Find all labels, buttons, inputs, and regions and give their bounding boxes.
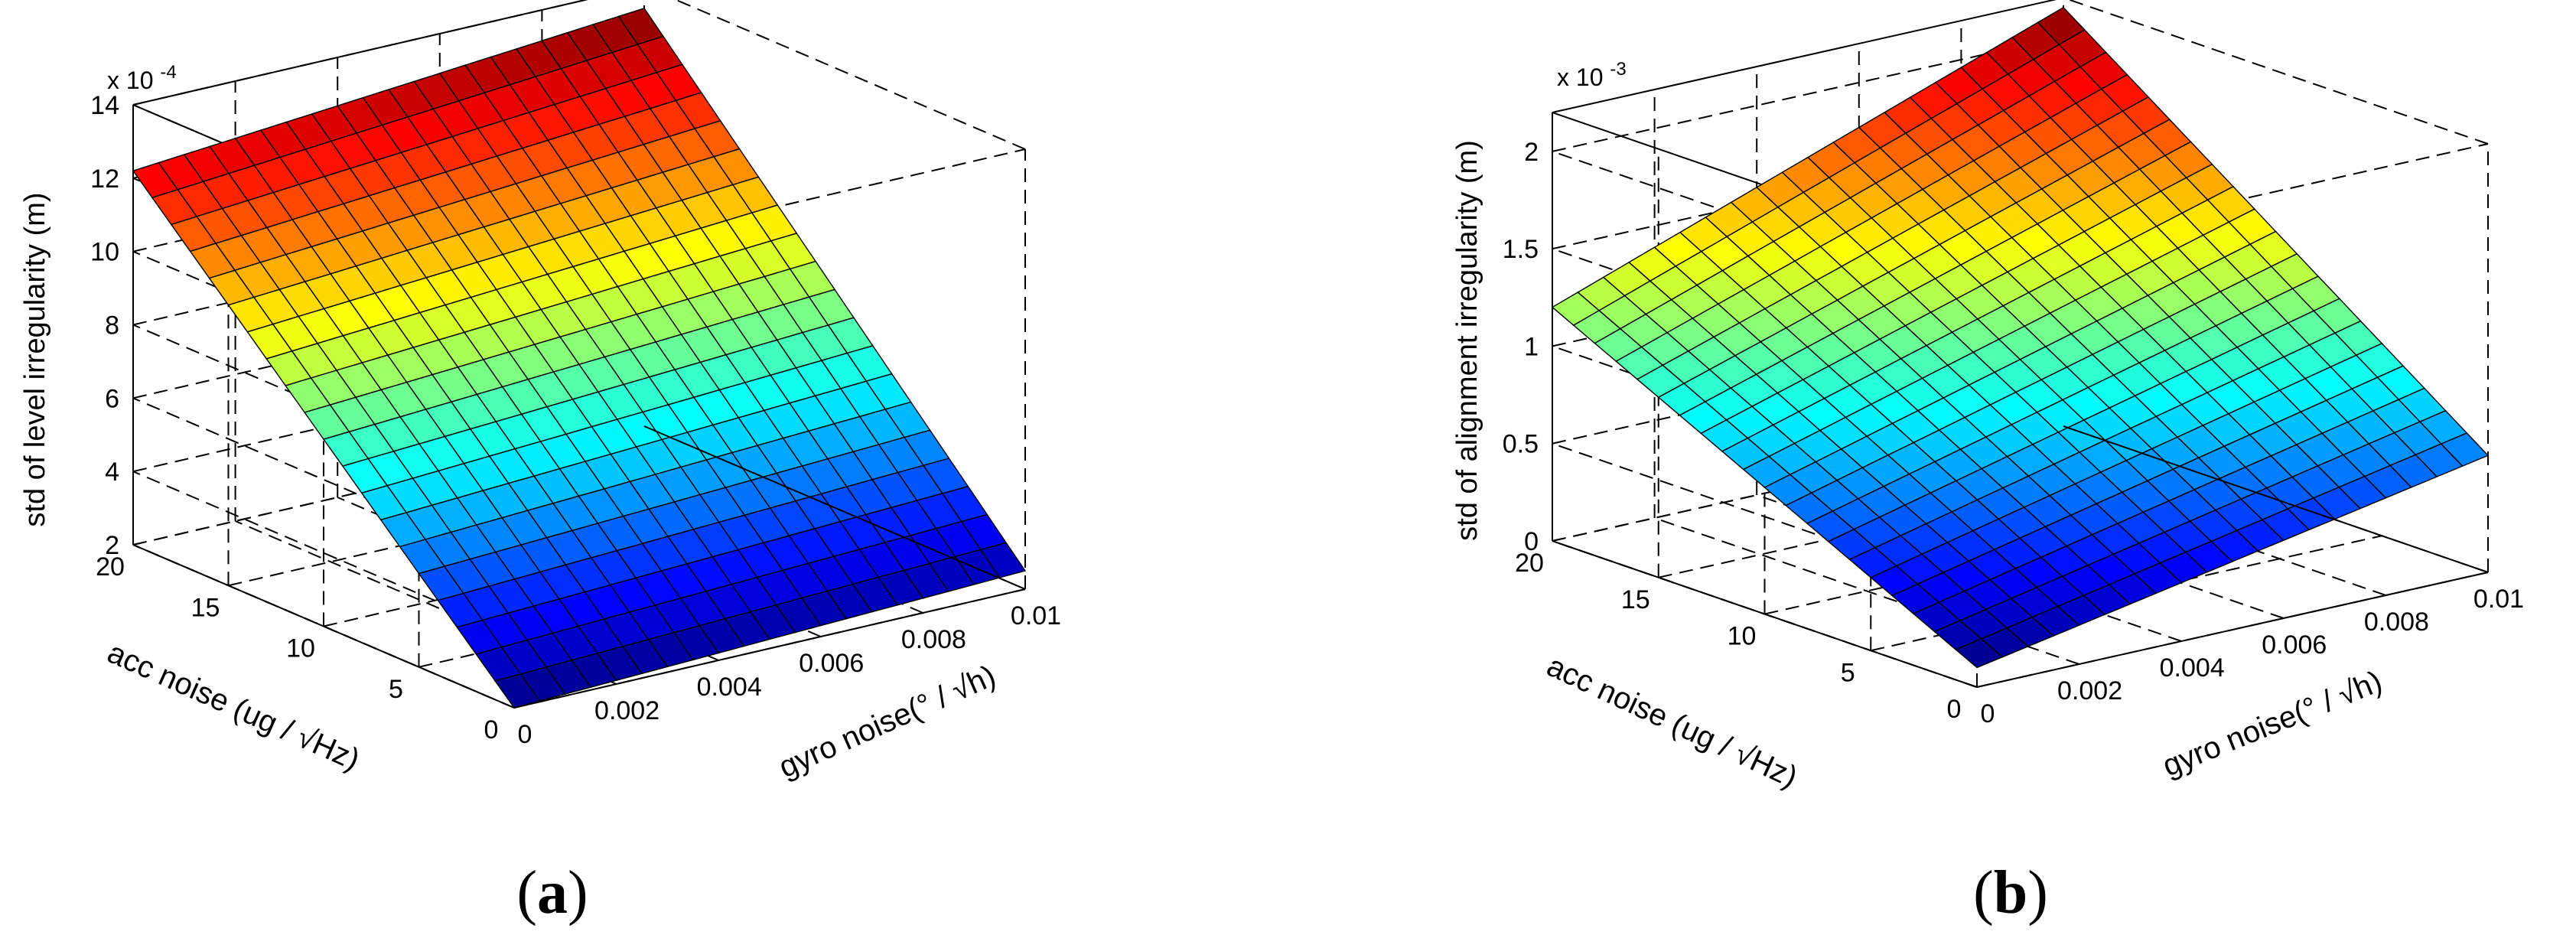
x-tick-label: 0	[1981, 699, 1995, 728]
exponent-a: x 10 -4	[107, 62, 177, 94]
box-edge	[1552, 0, 2057, 113]
z-tick-label: 10	[90, 238, 119, 267]
y-axis-line	[1552, 540, 1978, 688]
x-tick-label: 0.008	[2364, 608, 2429, 637]
box-edge	[2063, 425, 2489, 573]
box-edge	[674, 0, 1026, 150]
y-tick-label: 15	[1621, 585, 1650, 614]
z-tick-label: 8	[105, 311, 119, 340]
y-tick-label: 10	[286, 634, 315, 663]
chart-panel-b: 00.0020.0040.0060.0080.010510152000.511.…	[1451, 0, 2524, 927]
surface-patch	[979, 542, 1027, 578]
axes-front-a	[132, 425, 1026, 709]
x-axis-line	[513, 588, 1026, 709]
z-tick-label: 6	[105, 384, 119, 413]
y-axis-line	[132, 544, 515, 709]
y-tick-label: 10	[1728, 622, 1757, 651]
y-tick-label: 0	[484, 715, 499, 744]
zlabel-a: std of level irregularity (m)	[19, 192, 51, 526]
box-edge	[643, 425, 1026, 590]
z-tick-label: 2	[1524, 138, 1539, 167]
x-tick-label: 0.01	[2473, 585, 2524, 614]
x-tick-label: 0.006	[799, 649, 864, 678]
panel-label-b: (b)	[1973, 859, 2048, 927]
ylabel-a: acc noise (ug / √Hz)	[103, 636, 365, 777]
x-tick-label: 0.004	[2160, 653, 2225, 683]
z-tick-label: 0.5	[1503, 430, 1539, 459]
z-tick-label: 12	[90, 165, 119, 194]
y-tick-label: 5	[389, 675, 403, 704]
x-tick-label: 0.01	[1011, 601, 1061, 630]
y-tick-label: 5	[1841, 658, 1855, 687]
y-tick-label: 20	[1515, 549, 1544, 578]
x-tick-label: 0	[518, 720, 532, 749]
x-tick-label: 0.006	[2262, 630, 2327, 660]
z-tick-label: 2	[105, 531, 119, 560]
x-tick-label: 0.002	[2057, 676, 2122, 705]
tick-labels-a: 0 0.002 0.004 0.006 0.008 0.01 0 5 10 15 202 4 6 8 10 1…	[90, 91, 1061, 749]
x-tick-label: 0.002	[594, 696, 659, 725]
surface-patch	[2440, 432, 2490, 467]
x-axis-line	[1976, 572, 2489, 688]
z-tick-label: 14	[90, 91, 119, 120]
z-tick-label: 1	[1524, 332, 1539, 361]
ylabel-b: acc noise (ug / √Hz)	[1542, 649, 1803, 794]
z-tick-label: 1.5	[1503, 235, 1539, 264]
tick-labels-b: 00.0020.0040.0060.0080.010510152000.511.…	[1503, 138, 2524, 728]
z-tick-label: 0	[1524, 527, 1539, 556]
grid-line	[132, 0, 588, 106]
grid-line	[1552, 35, 2064, 152]
zlabel-b: std of alignment irregularity (m)	[1451, 140, 1483, 541]
z-tick-label: 4	[105, 458, 119, 487]
y-tick-label: 20	[96, 552, 125, 582]
axes-front-b	[1552, 425, 2489, 688]
y-tick-label: 15	[191, 593, 220, 622]
chart-panel-a: 0 0.002 0.004 0.006 0.008 0.01 0 5 10 15 202 4 6 8 10 1…	[19, 0, 1061, 927]
x-tick-label: 0.004	[697, 673, 762, 702]
exponent-b: x 10 -3	[1557, 59, 1627, 91]
panel-label-a: (a)	[516, 859, 588, 927]
x-tick-label: 0.008	[901, 625, 966, 654]
y-tick-label: 0	[1947, 695, 1962, 724]
box-edge	[2067, 0, 2489, 145]
surface-a	[132, 7, 1027, 709]
surface-b	[1551, 6, 2490, 669]
